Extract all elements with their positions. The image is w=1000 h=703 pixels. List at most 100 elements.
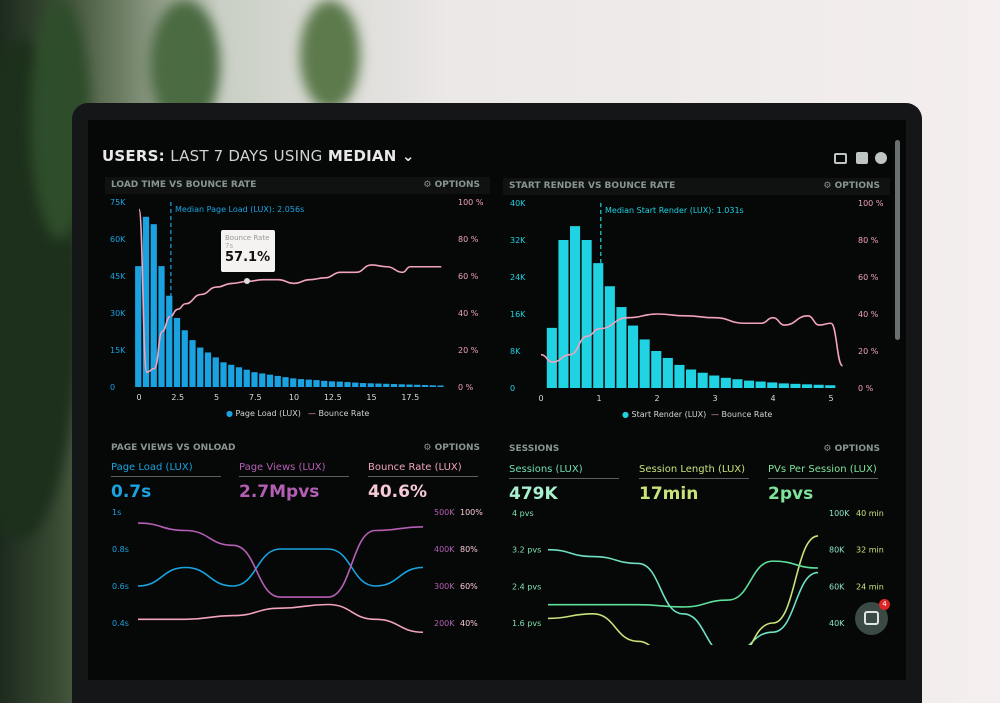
histogram-bar bbox=[593, 263, 604, 388]
axis-tick-label: 500K bbox=[434, 508, 455, 517]
histogram-bar bbox=[778, 383, 789, 388]
histogram-bar bbox=[150, 224, 157, 387]
histogram-bar bbox=[251, 372, 258, 387]
x-tick-label: 4 bbox=[770, 394, 775, 403]
metric-label-bounce-rate: Bounce Rate (LUX) bbox=[368, 462, 478, 477]
histogram-bar bbox=[697, 372, 708, 388]
histogram-bar bbox=[282, 377, 289, 387]
histogram-bar bbox=[398, 384, 405, 387]
histogram-bar bbox=[616, 307, 627, 388]
legend-bounce-rate[interactable]: — Bounce Rate bbox=[308, 409, 369, 418]
axis-tick-label: 1s bbox=[112, 508, 121, 517]
gear-icon: ⚙ bbox=[823, 444, 835, 454]
options-button[interactable]: ⚙ OPTIONS bbox=[823, 181, 880, 191]
histogram-bar bbox=[220, 362, 227, 387]
histogram-bar bbox=[674, 364, 685, 388]
histogram-bar bbox=[686, 369, 697, 388]
histogram-bar bbox=[414, 384, 421, 387]
dashboard-title[interactable]: USERS: LAST 7 DAYS USING MEDIAN ⌄ bbox=[102, 147, 415, 165]
legend-dot-icon: ● bbox=[622, 410, 632, 419]
histogram-bar bbox=[720, 377, 731, 388]
x-tick-label: 1 bbox=[596, 394, 601, 403]
x-tick-label: 0 bbox=[136, 393, 141, 402]
axis-tick-label: 24 min bbox=[856, 582, 884, 591]
histogram-bar bbox=[297, 379, 305, 387]
histogram-bar bbox=[406, 384, 413, 387]
y2-tick-label: 40 % bbox=[858, 310, 879, 319]
axis-tick-label: 60K bbox=[829, 582, 845, 591]
y-tick-label: 45K bbox=[110, 272, 126, 281]
legend-line-icon: — bbox=[711, 410, 722, 419]
axis-tick-label: 0.6s bbox=[112, 582, 129, 591]
share-icon[interactable] bbox=[856, 152, 868, 164]
tooltip-sub: 7s bbox=[225, 242, 234, 250]
x-tick-label: 12.5 bbox=[324, 393, 342, 402]
metric-label-sessions: Sessions (LUX) bbox=[509, 464, 619, 479]
axis-tick-label: 4 pvs bbox=[512, 509, 534, 518]
histogram-bar bbox=[321, 380, 328, 387]
gear-icon: ⚙ bbox=[423, 180, 435, 190]
series-line-2 bbox=[138, 603, 424, 634]
plant-leaf-blur bbox=[300, 0, 360, 110]
panel-sessions-header: SESSIONS ⚙ OPTIONS bbox=[503, 441, 890, 458]
metric-label-pvs-per-session: PVs Per Session (LUX) bbox=[768, 464, 878, 479]
bounce-rate-line bbox=[540, 313, 844, 367]
monitor-icon[interactable] bbox=[834, 153, 847, 164]
legend-bounce-rate[interactable]: — Bounce Rate bbox=[711, 410, 772, 419]
histogram-bar bbox=[790, 383, 801, 388]
metric-label-page-views: Page Views (LUX) bbox=[239, 462, 349, 477]
metric-value-session-length: 17min bbox=[639, 484, 699, 504]
y-tick-label: 0 bbox=[510, 384, 515, 393]
axis-tick-label: 300K bbox=[434, 582, 455, 591]
y2-tick-label: 0 % bbox=[458, 383, 474, 392]
legend-line-icon: — bbox=[308, 409, 319, 418]
y-tick-label: 15K bbox=[110, 346, 126, 355]
x-tick-label: 7.5 bbox=[249, 393, 262, 402]
tooltip-label: Bounce Rate bbox=[225, 234, 270, 242]
series-line-0 bbox=[137, 548, 424, 587]
options-button[interactable]: ⚙ OPTIONS bbox=[423, 180, 480, 190]
y-tick-label: 8K bbox=[510, 347, 521, 356]
histogram-bar bbox=[197, 347, 204, 387]
panel-title: PAGE VIEWS VS ONLOAD bbox=[111, 443, 236, 453]
histogram-bar bbox=[235, 367, 243, 387]
options-button[interactable]: ⚙ OPTIONS bbox=[823, 444, 880, 454]
chat-button[interactable]: 4 bbox=[855, 599, 890, 635]
legend-start-render[interactable]: ● Start Render (LUX) bbox=[622, 410, 706, 419]
chevron-down-icon: ⌄ bbox=[401, 147, 415, 165]
histogram-bar bbox=[135, 266, 142, 387]
panel-title: START RENDER VS BOUNCE RATE bbox=[509, 181, 676, 191]
scrollbar[interactable] bbox=[895, 140, 900, 340]
y-tick-label: 24K bbox=[510, 273, 526, 282]
gear-icon: ⚙ bbox=[423, 443, 435, 453]
axis-tick-label: 400K bbox=[434, 545, 455, 554]
histogram-bar bbox=[604, 286, 615, 388]
axis-tick-label: 32 min bbox=[856, 546, 884, 555]
axis-tick-label: 100K bbox=[829, 509, 850, 518]
metric-label-page-load: Page Load (LUX) bbox=[111, 462, 221, 477]
y-tick-label: 40K bbox=[510, 199, 526, 208]
histogram-bar bbox=[212, 357, 219, 387]
histogram-bar bbox=[142, 216, 150, 387]
panel-load-time-header: LOAD TIME VS BOUNCE RATE ⚙ OPTIONS bbox=[105, 177, 490, 194]
histogram-bar bbox=[313, 380, 320, 387]
y-tick-label: 30K bbox=[110, 309, 126, 318]
histogram-bar bbox=[243, 369, 250, 387]
help-icon[interactable] bbox=[875, 152, 887, 164]
x-tick-label: 0 bbox=[538, 394, 543, 403]
histogram-bar bbox=[825, 385, 836, 388]
axis-tick-label: 0.8s bbox=[112, 545, 129, 554]
y-tick-label: 75K bbox=[110, 198, 126, 207]
y2-tick-label: 100 % bbox=[858, 199, 884, 208]
axis-tick-label: 2.4 pvs bbox=[512, 582, 541, 591]
bounce-rate-tooltip: Bounce Rate 7s 57.1% bbox=[221, 230, 275, 272]
y2-tick-label: 20 % bbox=[858, 347, 879, 356]
y2-tick-label: 60 % bbox=[858, 273, 879, 282]
options-button[interactable]: ⚙ OPTIONS bbox=[423, 443, 480, 453]
legend-page-load[interactable]: ● Page Load (LUX) bbox=[226, 409, 301, 418]
histogram-bar bbox=[352, 382, 359, 387]
y-tick-label: 0 bbox=[110, 383, 115, 392]
histogram-bar bbox=[570, 226, 581, 388]
legend-label: Page Load (LUX) bbox=[235, 409, 301, 418]
